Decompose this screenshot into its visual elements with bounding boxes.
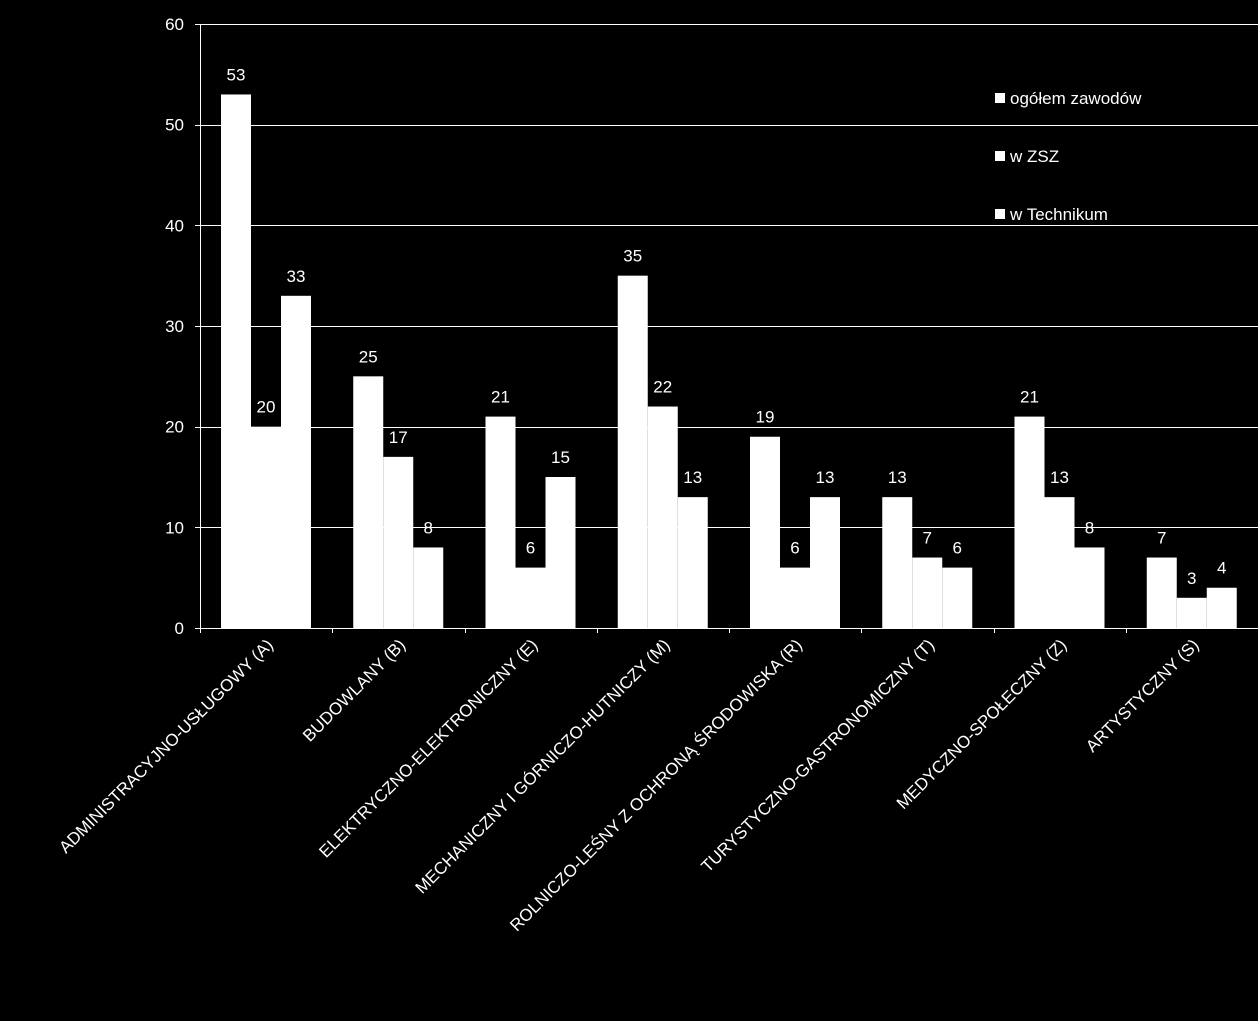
bar-1-series-3 [281, 295, 311, 628]
data-label: 35 [623, 247, 642, 266]
bar-4-series-3 [677, 497, 708, 628]
x-tick-label: TURYSTYCZNO-GASTRONOMICZNY (T) [697, 635, 938, 876]
legend-entry: ogółem zawodów [1010, 89, 1142, 108]
bar-1-series-1 [221, 94, 251, 628]
bar-1-series-2 [251, 426, 281, 628]
data-label: 6 [790, 539, 799, 558]
y-tick-label: 20 [165, 418, 184, 437]
x-tick-label: ARTYSTYCZNY (S) [1082, 635, 1203, 756]
data-label: 33 [287, 267, 306, 286]
bar-3-series-3 [545, 477, 576, 628]
bar-8-series-3 [1206, 587, 1237, 628]
y-tick-label: 30 [165, 317, 184, 336]
bar-6-series-2 [912, 557, 943, 628]
bar-2-series-2 [383, 456, 414, 628]
bar-3-series-1 [485, 416, 516, 628]
bar-5-series-3 [810, 497, 840, 628]
y-tick-label: 0 [175, 619, 184, 638]
data-label: 25 [359, 347, 378, 366]
legend: ogółem zawodów w ZSZ w Technikum [995, 89, 1142, 224]
bar-7-series-3 [1074, 547, 1105, 628]
bar-6-series-3 [942, 567, 973, 628]
data-label: 13 [888, 468, 907, 487]
bar-7-series-1 [1014, 416, 1045, 628]
bar-6-series-1 [882, 497, 913, 628]
data-label: 21 [491, 388, 510, 407]
bars [221, 94, 1237, 628]
bar-3-series-2 [515, 567, 546, 628]
legend-swatch [995, 93, 1005, 103]
data-label: 53 [227, 65, 246, 84]
bar-7-series-2 [1044, 497, 1075, 628]
data-label: 20 [257, 398, 276, 417]
data-label: 13 [683, 468, 702, 487]
data-label: 3 [1187, 569, 1196, 588]
x-tick-label: ROLNICZO-LEŚNY Z OCHRONĄ ŚRODOWISKA (R) [506, 635, 806, 935]
x-tick-label: ADMINISTRACYJNO-USŁUGOWY (A) [55, 635, 277, 857]
legend-swatch [995, 209, 1005, 219]
data-label: 8 [1085, 518, 1094, 537]
x-tick-label: BUDOWLANY (B) [299, 635, 409, 745]
data-label: 7 [1157, 529, 1166, 548]
data-label: 8 [424, 518, 433, 537]
data-label: 4 [1217, 559, 1226, 578]
y-tick-labels: 0 10 20 30 40 50 60 [165, 15, 184, 638]
legend-entry: w ZSZ [1009, 147, 1059, 166]
bar-2-series-1 [353, 376, 384, 628]
data-label: 7 [923, 529, 932, 548]
data-label: 21 [1020, 388, 1039, 407]
y-tick-label: 10 [165, 518, 184, 537]
data-label: 17 [389, 428, 408, 447]
axes [195, 24, 1258, 633]
category-labels: ADMINISTRACYJNO-USŁUGOWY (A) BUDOWLANY (B… [55, 635, 1202, 935]
y-tick-label: 60 [165, 15, 184, 34]
y-tick-label: 40 [165, 216, 184, 235]
data-label: 13 [1050, 468, 1069, 487]
y-tick-label: 50 [165, 116, 184, 135]
bar-8-series-2 [1176, 597, 1207, 628]
data-label: 22 [653, 378, 672, 397]
legend-entry: w Technikum [1009, 205, 1108, 224]
data-label: 13 [816, 468, 835, 487]
bar-5-series-1 [750, 436, 780, 628]
x-tick-label: ELEKTRYCZNO-ELEKTRONICZNY (E) [315, 635, 541, 861]
x-tick-label: MECHANICZNY I GÓRNICZO-HUTNICZY (M) [412, 635, 674, 897]
bar-5-series-2 [780, 567, 810, 628]
bar-4-series-1 [617, 275, 648, 628]
data-label: 15 [551, 448, 570, 467]
data-label: 19 [756, 408, 775, 427]
data-label: 6 [526, 539, 535, 558]
legend-swatch [995, 151, 1005, 161]
bar-8-series-1 [1146, 557, 1177, 628]
data-labels: 53 20 33 25 17 8 21 6 15 35 22 13 19 6 13 13 7 6 21 13 8 7 3 4 [227, 65, 1227, 587]
bar-4-series-2 [647, 406, 678, 628]
data-label: 6 [953, 539, 962, 558]
bar-2-series-3 [413, 547, 444, 628]
